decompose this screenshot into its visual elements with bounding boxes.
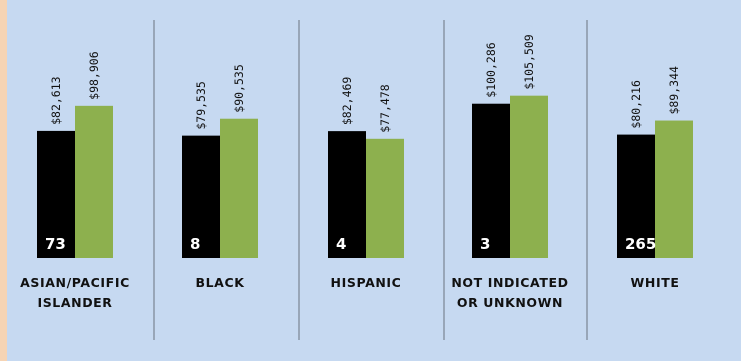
bar-dark-4 (472, 103, 510, 259)
value-label: $82,469 (340, 77, 354, 126)
chart-area: $82,613 $98,906 $79,535 $90,535 $82,469 $77,4… (7, 0, 741, 361)
value-label: $79,535 (194, 81, 208, 129)
value-labels-layer: $82,613 $98,906 $79,535 $90,535 $82,469 $77,4… (49, 34, 681, 133)
value-label: $82,613 (49, 76, 63, 125)
count-label: 3 (480, 235, 490, 253)
bar-dark-3 (328, 131, 366, 258)
count-labels-layer: 73 8 4 3 265 (45, 235, 656, 253)
bar-green-2 (220, 118, 258, 258)
value-label: $77,478 (378, 84, 392, 133)
value-label: $90,535 (232, 64, 246, 112)
category-labels-layer: ASIAN/PACIFIC ISLANDER BLACK HISPANIC NOT IN… (20, 275, 679, 310)
bar-green-1 (75, 105, 113, 259)
bar-green-5 (655, 120, 693, 258)
category-label: NOT INDICATED (451, 275, 568, 290)
value-label: $89,344 (667, 66, 681, 115)
category-label: WHITE (631, 275, 680, 290)
count-label: 8 (190, 235, 200, 253)
category-label: HISPANIC (331, 275, 402, 290)
count-label: 4 (336, 235, 346, 253)
category-label: ASIAN/PACIFIC (20, 275, 130, 290)
group-separators (153, 20, 588, 340)
bar-dark-5 (617, 134, 655, 258)
value-label: $100,286 (484, 42, 498, 97)
value-label: $80,216 (629, 80, 643, 129)
category-label: ISLANDER (37, 295, 112, 310)
bars-layer (37, 95, 693, 259)
category-label: OR UNKNOWN (457, 295, 563, 310)
value-label: $105,509 (522, 34, 536, 89)
category-label: BLACK (195, 275, 245, 290)
value-label: $98,906 (87, 51, 101, 100)
bar-dark-1 (37, 130, 75, 258)
bar-chart: $82,613 $98,906 $79,535 $90,535 $82,469 $77,4… (20, 20, 693, 340)
count-label: 265 (625, 235, 656, 253)
bar-green-4 (510, 95, 548, 258)
bar-green-3 (366, 138, 404, 258)
bar-dark-2 (182, 135, 220, 258)
count-label: 73 (45, 235, 66, 253)
